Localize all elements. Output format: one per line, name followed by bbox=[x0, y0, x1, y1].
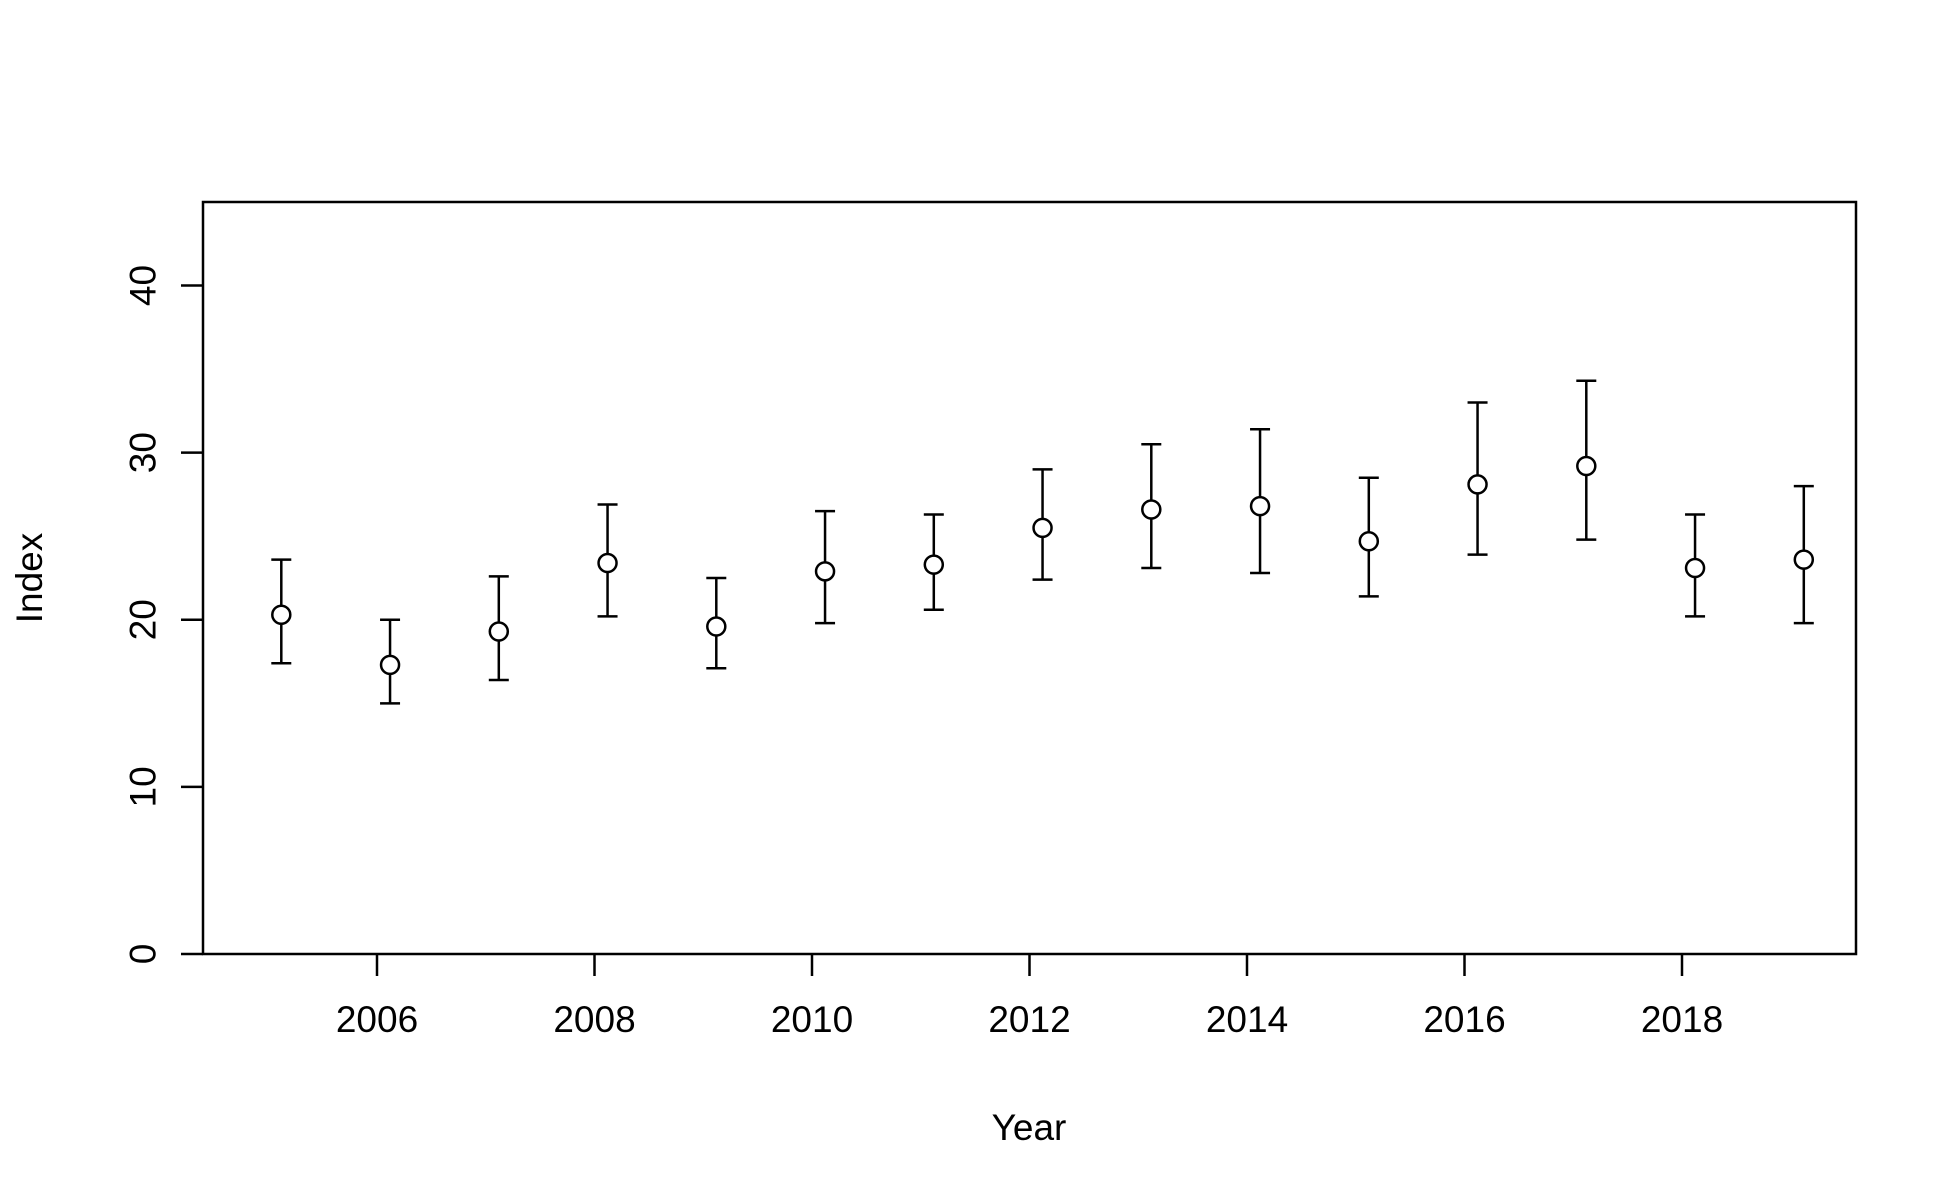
x-tick-label: 2012 bbox=[988, 999, 1070, 1040]
x-tick-label: 2016 bbox=[1423, 999, 1505, 1040]
x-axis-label: Year bbox=[992, 1107, 1067, 1148]
x-tick-label: 2014 bbox=[1206, 999, 1288, 1040]
x-axis: 2006 2008 2010 2012 2014 2016 2018 bbox=[336, 954, 1723, 1040]
data-points-group bbox=[271, 455, 1815, 676]
y-tick-label: 0 bbox=[123, 944, 164, 965]
data-point bbox=[1249, 495, 1271, 517]
x-tick-label: 2018 bbox=[1641, 999, 1723, 1040]
data-point bbox=[597, 552, 618, 574]
data-point bbox=[1141, 499, 1162, 520]
data-point bbox=[1684, 557, 1706, 579]
y-tick-label: 30 bbox=[123, 432, 164, 473]
data-point bbox=[923, 554, 945, 575]
x-tick-label: 2006 bbox=[336, 999, 418, 1040]
x-tick-label: 2008 bbox=[553, 999, 635, 1040]
y-tick-label: 40 bbox=[123, 265, 164, 306]
data-point bbox=[814, 561, 836, 582]
data-point bbox=[1467, 474, 1488, 495]
y-axis-label: Index bbox=[9, 532, 50, 623]
data-point bbox=[1032, 517, 1053, 539]
data-point bbox=[1793, 549, 1815, 570]
data-point bbox=[1576, 455, 1597, 477]
data-point bbox=[488, 621, 510, 642]
plot-frame bbox=[201, 200, 1858, 956]
y-axis: 0 10 20 30 40 bbox=[123, 265, 203, 965]
y-tick-label: 20 bbox=[123, 599, 164, 640]
data-point bbox=[706, 616, 727, 637]
x-tick-label: 2010 bbox=[771, 999, 853, 1040]
data-point bbox=[1358, 530, 1380, 552]
error-bars-group bbox=[271, 379, 1814, 705]
data-point bbox=[271, 604, 292, 626]
y-tick-label: 10 bbox=[123, 766, 164, 807]
data-point bbox=[379, 654, 401, 676]
